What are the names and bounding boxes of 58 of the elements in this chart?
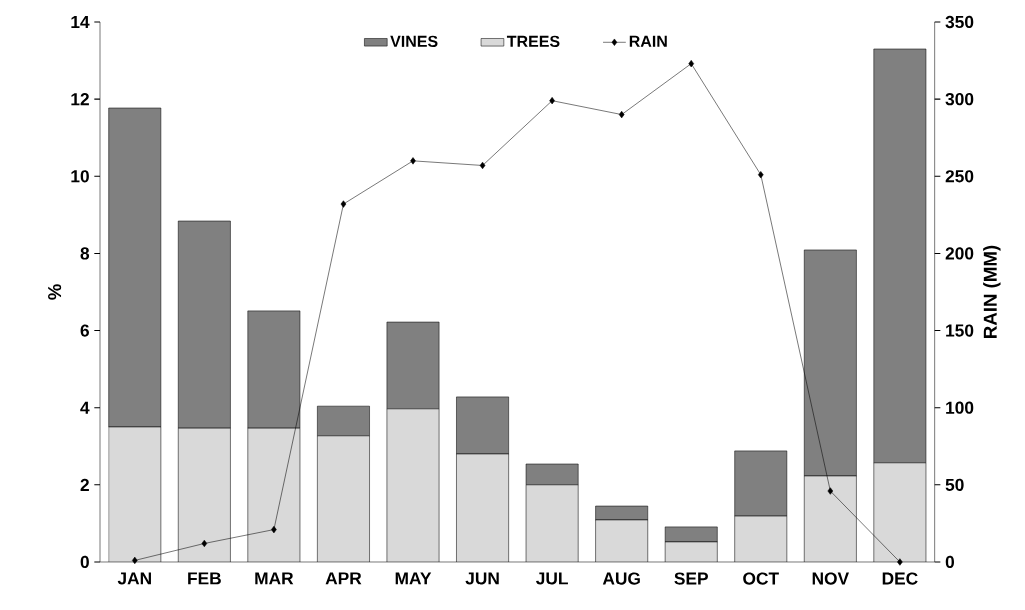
legend-label: RAIN [629, 35, 667, 47]
x-tick-label: JUL [536, 572, 568, 585]
y-tick-label: 12 [71, 93, 89, 106]
bar [108, 426, 161, 562]
bar [734, 450, 788, 517]
bar [386, 408, 440, 562]
bar [595, 505, 649, 521]
bar [873, 462, 927, 562]
legend-label: TREES [506, 35, 560, 48]
point [201, 539, 208, 548]
y-tick-label: 4 [80, 401, 90, 414]
y-tick-label: 0 [80, 555, 89, 569]
point [549, 97, 555, 105]
y2-axis-title: RAIN (MM) [983, 245, 1001, 338]
bar [526, 484, 579, 562]
legend-label: VINES [390, 35, 438, 48]
point [827, 487, 834, 495]
point [618, 110, 625, 119]
x-tick-label: APR [325, 572, 362, 585]
bar [595, 519, 648, 562]
bar [525, 463, 579, 486]
y2-tick-label: 250 [945, 170, 974, 183]
x-tick-label: SEP [674, 572, 708, 585]
x-tick-label: MAR [255, 572, 294, 585]
y2-tick-label: 0 [945, 555, 954, 569]
y2-tick-label: 150 [946, 324, 974, 337]
point [410, 157, 416, 165]
y-tick-label: 6 [80, 324, 89, 337]
point [688, 60, 694, 68]
point [758, 171, 764, 179]
bar [664, 526, 718, 543]
bar [247, 428, 300, 562]
point [897, 558, 903, 566]
x-tick-label: FEB [188, 572, 221, 585]
y-tick-label: 2 [80, 478, 89, 491]
bar [178, 428, 231, 562]
y-tick-label: 10 [71, 170, 89, 183]
x-tick-label: MAY [395, 572, 432, 585]
y2-tick-label: 350 [945, 15, 974, 29]
x-tick-label: NOV [812, 572, 849, 585]
y2-tick-label: 300 [945, 92, 974, 106]
x-tick-label: JUN [465, 572, 499, 585]
bar [456, 453, 509, 562]
x-tick-label: JAN [117, 572, 151, 585]
point [340, 200, 347, 208]
x-tick-label: OCT [743, 572, 779, 585]
bar [317, 435, 370, 562]
y-axis-title: % [48, 284, 62, 300]
x-tick-label: AUG [602, 572, 640, 585]
y2-tick-label: 200 [945, 247, 974, 260]
bar [804, 475, 857, 562]
y2-tick-label: 100 [946, 401, 974, 414]
x-tick-label: DEC [882, 572, 918, 585]
bar [734, 516, 787, 562]
y2-tick-label: 50 [945, 478, 964, 491]
point [479, 161, 486, 170]
y-tick-label: 8 [80, 247, 90, 260]
y-tick-label: 14 [71, 16, 90, 28]
